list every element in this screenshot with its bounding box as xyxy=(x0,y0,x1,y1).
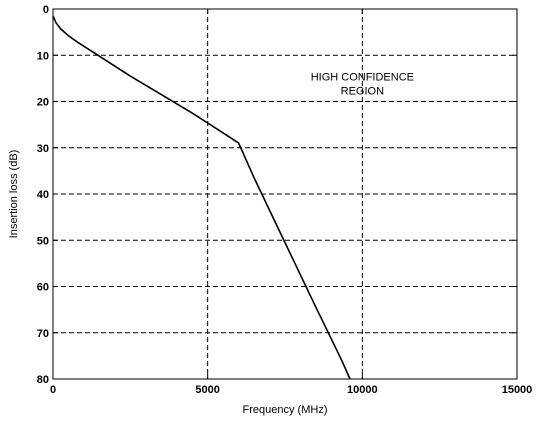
y-tick-label: 30 xyxy=(37,143,49,155)
annotation-text: HIGH CONFIDENCE xyxy=(311,72,414,84)
y-tick-label: 60 xyxy=(37,282,49,294)
y-axis-label: Insertion loss (dB) xyxy=(8,150,20,239)
y-tick-labels: 0 10 20 30 40 50 60 70 80 xyxy=(37,4,49,386)
y-tick-label: 20 xyxy=(37,97,49,109)
y-tick-label: 80 xyxy=(37,374,49,386)
annotation-text: REGION xyxy=(341,86,384,98)
x-tick-label: 15000 xyxy=(502,384,533,396)
x-tick-label: 5000 xyxy=(195,384,219,396)
x-tick-label: 0 xyxy=(50,384,56,396)
y-tick-label: 10 xyxy=(37,50,49,62)
y-tick-label: 40 xyxy=(37,189,49,201)
tick-marks xyxy=(52,8,518,380)
annotations: HIGH CONFIDENCE REGION xyxy=(311,72,414,98)
insertion-loss-line xyxy=(52,15,351,380)
grid-lines xyxy=(53,9,517,379)
x-tick-label: 10000 xyxy=(347,384,378,396)
y-tick-label: 70 xyxy=(37,328,49,340)
y-tick-label: 50 xyxy=(37,235,49,247)
x-axis-label: Frequency (MHz) xyxy=(243,404,328,416)
y-tick-label: 0 xyxy=(43,4,49,16)
x-tick-labels: 0 5000 10000 15000 xyxy=(50,384,532,396)
